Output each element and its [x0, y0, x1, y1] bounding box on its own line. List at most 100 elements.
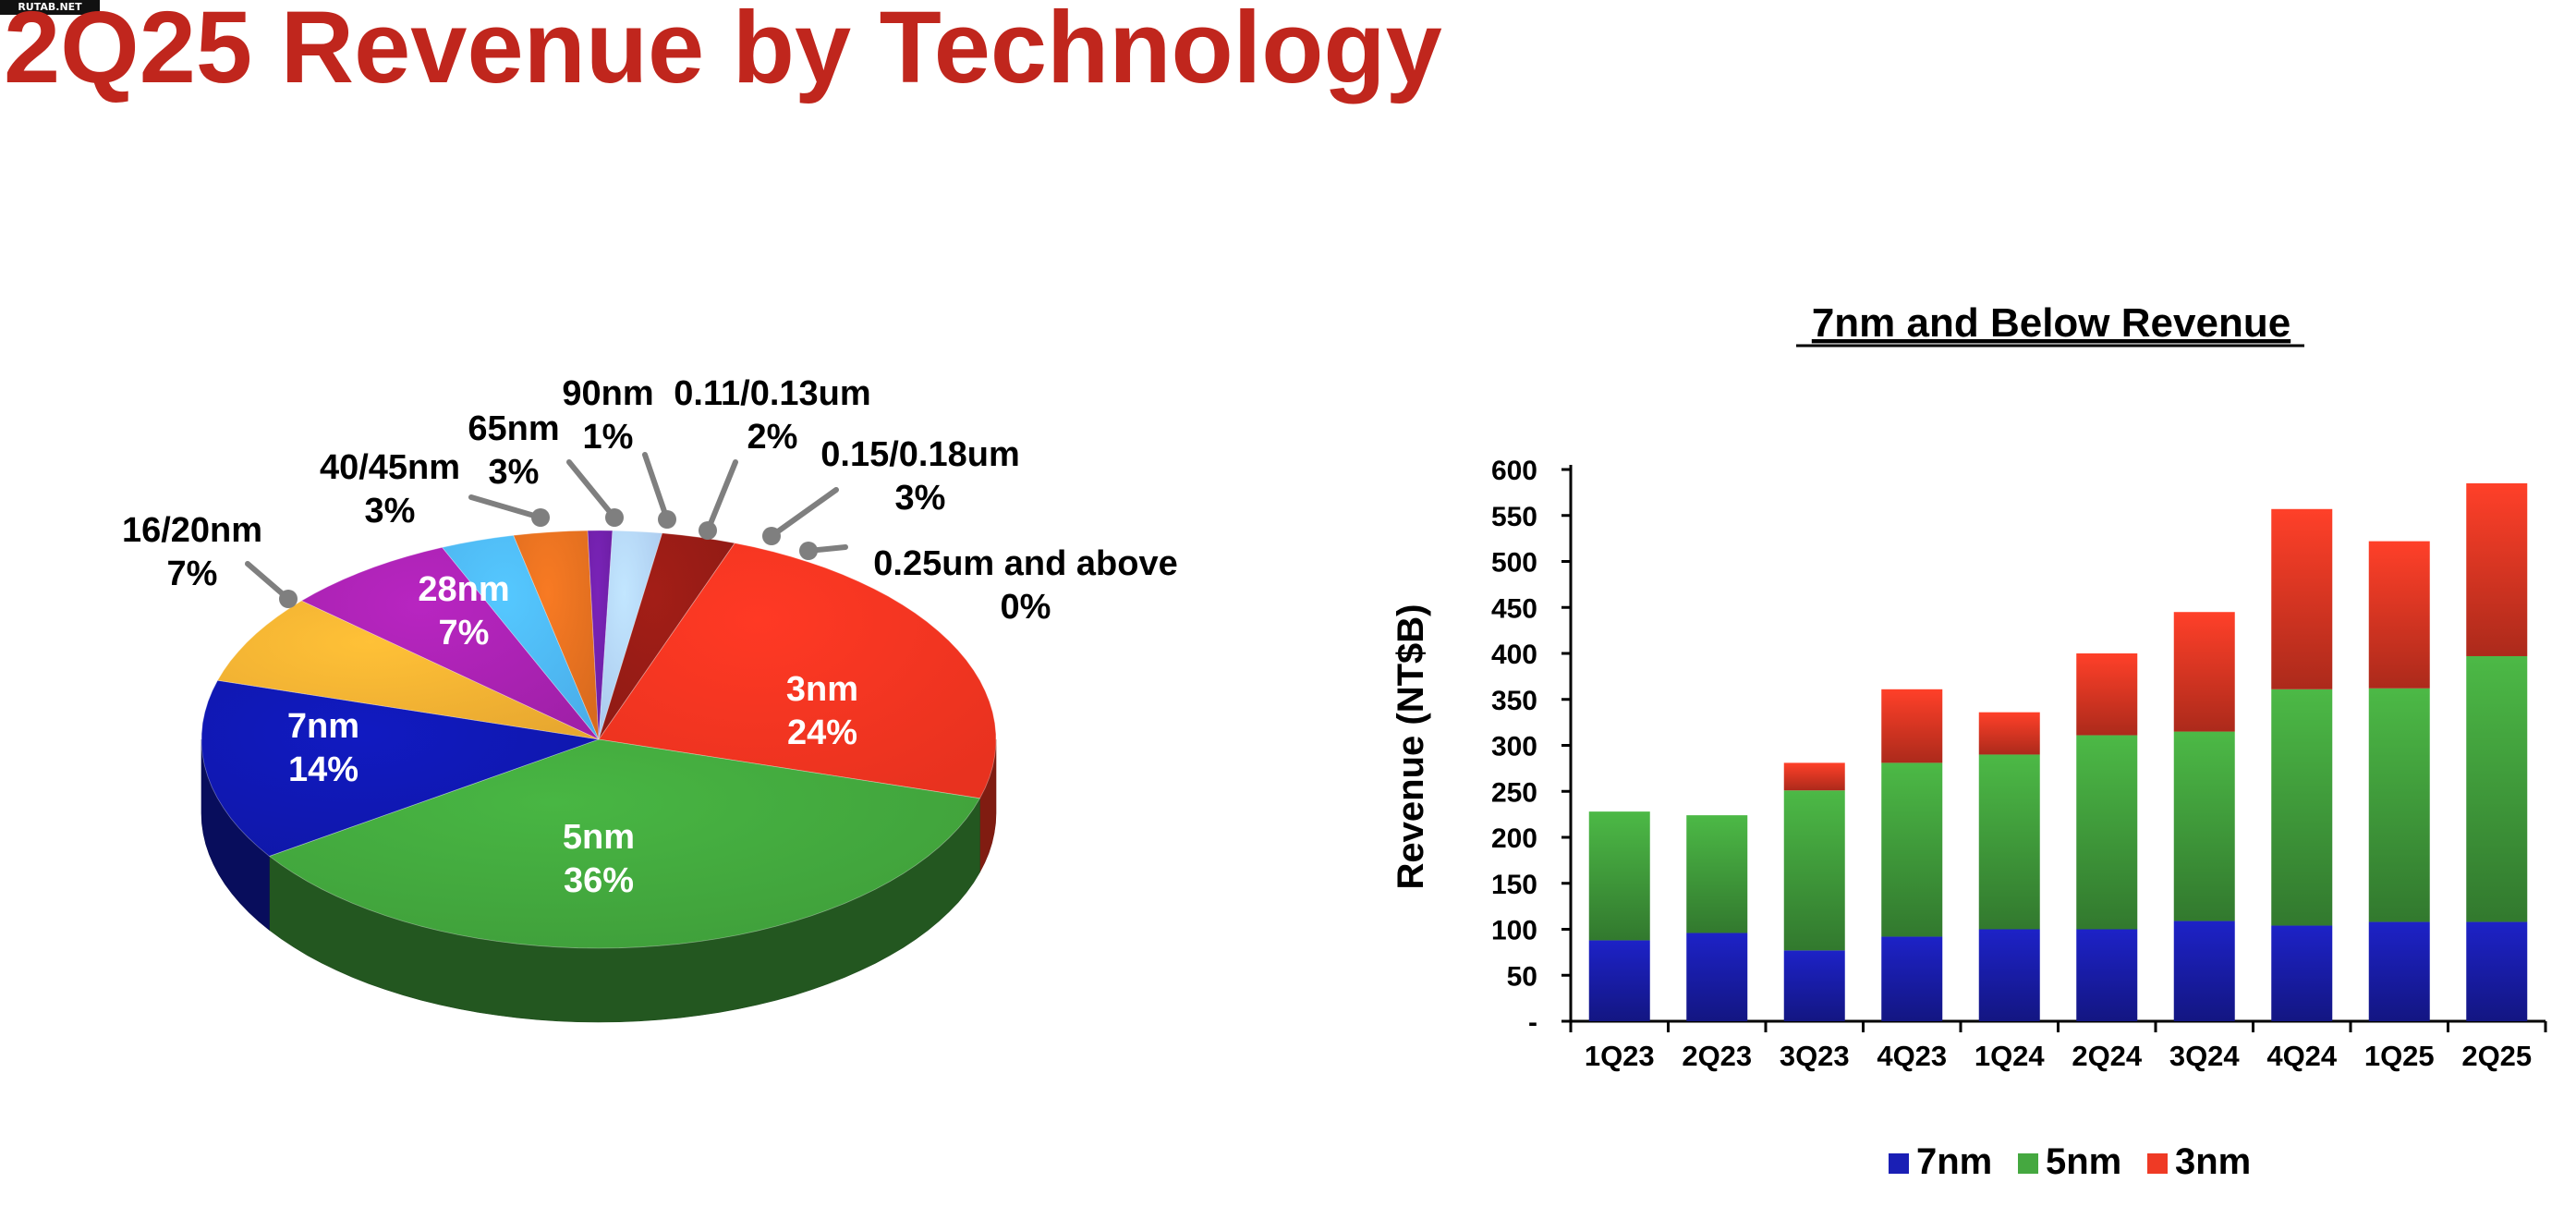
bar-7nm-4Q23 [1881, 936, 1943, 1021]
pie-label-percent: 24% [787, 713, 857, 752]
bar-3nm-1Q24 [1978, 712, 2040, 755]
bar-7nm-2Q24 [2076, 929, 2138, 1021]
legend-label-7nm: 7nm [1916, 1141, 1992, 1182]
legend-label-3nm: 3nm [2175, 1141, 2251, 1182]
pie-leader-line [566, 459, 617, 520]
x-tick-label: 3Q24 [2169, 1040, 2241, 1072]
y-tick-label: 350 [1491, 686, 1537, 716]
pie-leader-line [468, 494, 543, 520]
bar-3nm-4Q23 [1881, 689, 1943, 763]
bar-5nm-1Q23 [1588, 811, 1650, 941]
pie-label-name: 90nm [562, 374, 653, 413]
x-tick-label: 3Q23 [1780, 1040, 1850, 1072]
pie-leader-line [642, 452, 670, 522]
bar-7nm-3Q24 [2173, 920, 2235, 1021]
pie-label-percent: 1% [583, 418, 634, 457]
pie-label-percent: 14% [288, 750, 358, 789]
pie-label-name: 0.11/0.13um [674, 374, 870, 413]
bar-5nm-1Q24 [1978, 754, 2040, 930]
bar-3nm-3Q24 [2173, 612, 2235, 732]
x-tick-label: 1Q25 [2364, 1040, 2435, 1072]
pie-slice-0-15-0-18um [598, 532, 735, 740]
pie-label-percent: 0% [1001, 588, 1051, 627]
pie-leader-dot [699, 521, 717, 540]
pie-label-name: 3nm [786, 670, 858, 709]
bar-7nm-1Q25 [2368, 921, 2430, 1021]
legend-label-5nm: 5nm [2046, 1141, 2121, 1182]
legend-swatch-7nm [1889, 1153, 1909, 1174]
pie-label-percent: 3% [895, 479, 946, 518]
pie-slice-5nm [268, 738, 981, 949]
bar-7nm-2Q23 [1686, 933, 1748, 1021]
y-tick-label: 400 [1491, 640, 1537, 670]
bar-5nm-4Q24 [2271, 689, 2333, 926]
y-tick-label: - [1528, 1007, 1537, 1038]
bar-7nm-1Q24 [1978, 929, 2040, 1021]
bar-5nm-3Q24 [2173, 731, 2235, 921]
pie-label-name: 28nm [418, 570, 509, 609]
x-tick-label: 2Q24 [2072, 1040, 2143, 1072]
bar-5nm-2Q23 [1686, 815, 1748, 933]
pie-label-percent: 7% [439, 614, 490, 652]
pie-slice-3nm [598, 543, 997, 799]
bar-3nm-3Q23 [1783, 762, 1845, 791]
y-tick-label: 200 [1491, 823, 1537, 854]
y-tick-label: 300 [1491, 732, 1537, 762]
y-tick-label: 550 [1491, 502, 1537, 532]
pie-leader-line [705, 459, 738, 533]
y-tick-label: 250 [1491, 777, 1537, 808]
bar-7nm-4Q24 [2271, 925, 2333, 1021]
y-tick-label: 450 [1491, 593, 1537, 624]
watermark-badge: RUTAB.NET [0, 0, 100, 15]
x-tick-label: 4Q23 [1877, 1040, 1947, 1072]
pie-label-name: 40/45nm [320, 448, 460, 487]
bar-3nm-2Q24 [2076, 653, 2138, 736]
pie-leader-dot [605, 508, 624, 527]
pie-leader-dot [279, 590, 298, 608]
y-axis-label: Revenue (NT$B) [1391, 604, 1431, 890]
pie-label-percent: 3% [365, 492, 416, 530]
pie-label-name: 7nm [287, 707, 359, 746]
bar-5nm-1Q25 [2368, 688, 2430, 922]
pie-label-name: 5nm [563, 818, 635, 857]
pie-label-name: 65nm [468, 409, 559, 448]
y-tick-label: 150 [1491, 870, 1537, 900]
bar-chart-title: 7nm and Below Revenue [1812, 300, 2290, 346]
bar-5nm-3Q23 [1783, 790, 1845, 951]
pie-label-percent: 2% [747, 418, 798, 457]
page-title: 2Q25 Revenue by Technology [4, 0, 1442, 104]
x-tick-label: 2Q25 [2461, 1040, 2532, 1072]
x-tick-label: 1Q24 [1975, 1040, 2046, 1072]
bar-5nm-2Q24 [2076, 735, 2138, 930]
bar-5nm-2Q25 [2466, 655, 2528, 922]
bar-5nm-4Q23 [1881, 762, 1943, 937]
x-tick-label: 2Q23 [1682, 1040, 1752, 1072]
pie-label-name: 16/20nm [122, 511, 262, 550]
pie-label-name: 0.15/0.18um [820, 435, 1019, 474]
pie-label-percent: 3% [489, 453, 540, 492]
y-tick-label: 100 [1491, 916, 1537, 946]
x-tick-label: 4Q24 [2266, 1040, 2338, 1072]
pie-slice-28nm [300, 546, 600, 740]
bar-7nm-3Q23 [1783, 950, 1845, 1021]
pie-leader-dot [799, 542, 818, 560]
pie-leader-dot [658, 510, 676, 529]
y-tick-label: 500 [1491, 548, 1537, 579]
x-tick-label: 1Q23 [1585, 1040, 1655, 1072]
bar-3nm-4Q24 [2271, 508, 2333, 689]
bar-3nm-2Q25 [2466, 482, 2528, 656]
y-tick-label: 50 [1507, 961, 1537, 992]
pie-slice-0-11-0-13um [598, 530, 663, 740]
legend-swatch-5nm [2018, 1153, 2038, 1174]
pie-leader-dot [531, 508, 550, 527]
bar-7nm-1Q23 [1588, 940, 1650, 1021]
y-tick-label: 600 [1491, 456, 1537, 486]
pie-label-percent: 7% [167, 555, 218, 593]
pie-top [200, 530, 997, 949]
pie-leader-dot [762, 527, 781, 545]
bar-3nm-1Q25 [2368, 541, 2430, 689]
pie-label-name: 0.25um and above [873, 544, 1177, 583]
pie-leader-line [769, 487, 839, 539]
pie-slice-7nm [200, 679, 600, 857]
